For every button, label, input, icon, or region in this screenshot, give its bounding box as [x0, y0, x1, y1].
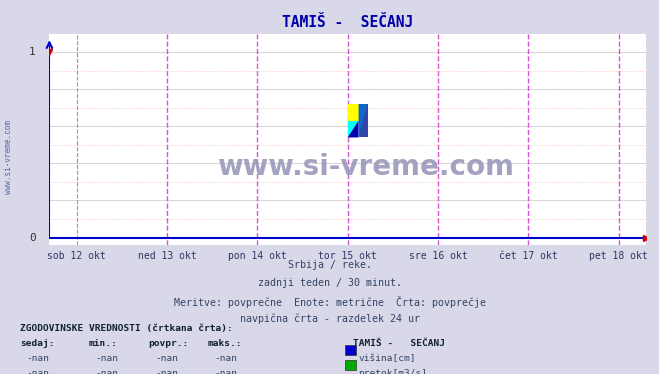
Text: -nan: -nan	[26, 354, 49, 363]
Polygon shape	[358, 104, 368, 138]
Text: -nan: -nan	[214, 354, 237, 363]
Text: povpr.:: povpr.:	[148, 339, 188, 348]
Text: navpična črta - razdelek 24 ur: navpična črta - razdelek 24 ur	[239, 314, 420, 324]
Text: -nan: -nan	[26, 369, 49, 374]
Text: pretok[m3/s]: pretok[m3/s]	[358, 369, 428, 374]
Text: -nan: -nan	[214, 369, 237, 374]
Text: pet 18 okt: pet 18 okt	[589, 251, 648, 261]
Text: ZGODOVINSKE VREDNOSTI (črtkana črta):: ZGODOVINSKE VREDNOSTI (črtkana črta):	[20, 324, 233, 332]
Text: višina[cm]: višina[cm]	[358, 354, 416, 363]
Text: sre 16 okt: sre 16 okt	[409, 251, 467, 261]
Text: tor 15 okt: tor 15 okt	[318, 251, 377, 261]
Polygon shape	[348, 121, 358, 138]
Text: maks.:: maks.:	[208, 339, 242, 348]
Text: -nan: -nan	[155, 369, 178, 374]
Text: sedaj:: sedaj:	[20, 339, 54, 348]
Text: www.si-vreme.com: www.si-vreme.com	[4, 120, 13, 194]
Text: 0: 0	[29, 233, 36, 243]
Polygon shape	[348, 121, 358, 138]
Text: min.:: min.:	[89, 339, 118, 348]
Text: www.si-vreme.com: www.si-vreme.com	[217, 153, 514, 181]
Text: -nan: -nan	[96, 369, 119, 374]
Title: TAMIŠ -  SEČANJ: TAMIŠ - SEČANJ	[282, 15, 413, 30]
Text: sob 12 okt: sob 12 okt	[47, 251, 106, 261]
Text: ned 13 okt: ned 13 okt	[138, 251, 196, 261]
Text: TAMIŠ -   SEČANJ: TAMIŠ - SEČANJ	[353, 339, 445, 348]
Text: -nan: -nan	[96, 354, 119, 363]
Text: zadnji teden / 30 minut.: zadnji teden / 30 minut.	[258, 278, 401, 288]
Text: 1: 1	[29, 47, 36, 57]
FancyBboxPatch shape	[358, 104, 368, 138]
Text: pon 14 okt: pon 14 okt	[228, 251, 287, 261]
Text: Srbija / reke.: Srbija / reke.	[287, 260, 372, 270]
Text: -nan: -nan	[155, 354, 178, 363]
Text: Meritve: povprečne  Enote: metrične  Črta: povprečje: Meritve: povprečne Enote: metrične Črta:…	[173, 296, 486, 308]
Text: čet 17 okt: čet 17 okt	[499, 251, 558, 261]
FancyBboxPatch shape	[348, 104, 358, 121]
